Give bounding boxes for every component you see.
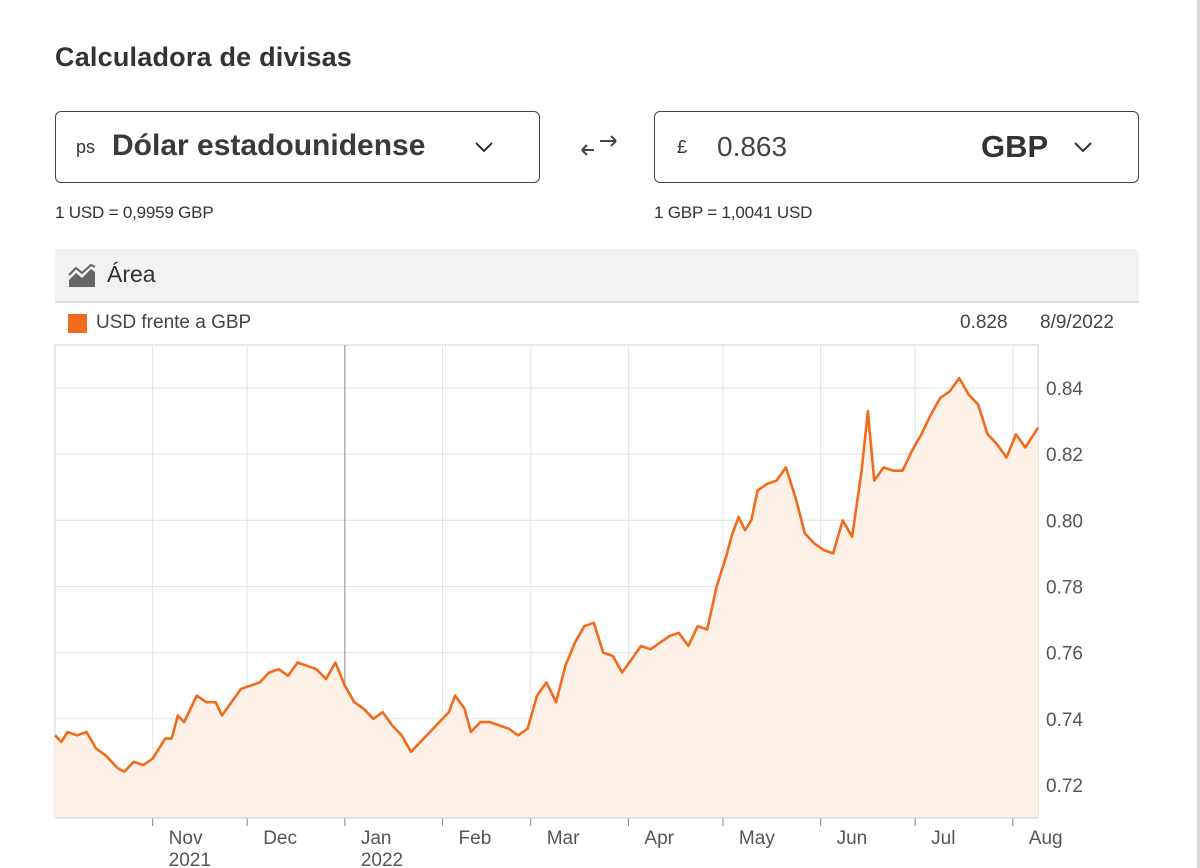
from-rate-note: 1 USD = 0,9959 GBP: [55, 203, 214, 222]
x-tick-label: Jun: [837, 828, 868, 849]
y-tick-label: 0.84: [1046, 379, 1083, 400]
from-currency-symbol: ps: [76, 137, 96, 157]
to-rate-note: 1 GBP = 1,0041 USD: [654, 203, 813, 222]
x-tick-label: Jul: [931, 828, 955, 849]
x-tick-sublabel: 2021: [169, 850, 211, 868]
legend-label: USD frente a GBP: [96, 312, 252, 333]
area-chart-icon: [68, 263, 96, 287]
x-tick-label: Dec: [263, 828, 297, 849]
swap-arrows-icon[interactable]: [572, 128, 622, 164]
x-tick-label: Aug: [1029, 828, 1063, 849]
chart-area-layer: [54, 376, 1040, 818]
page-edge: [1197, 0, 1200, 868]
y-tick-label: 0.72: [1046, 776, 1083, 797]
to-currency-symbol: £: [677, 137, 688, 157]
page-title: Calculadora de divisas: [55, 42, 353, 72]
x-tick-label: Jan: [361, 828, 392, 849]
chevron-down-icon[interactable]: [1072, 136, 1094, 158]
x-tick-sublabel: 2022: [361, 850, 403, 868]
y-tick-label: 0.74: [1046, 710, 1083, 731]
from-currency-select[interactable]: ps Dólar estadounidense: [55, 111, 540, 183]
legend-value: 0.828: [960, 312, 1008, 333]
from-currency-name: Dólar estadounidense: [112, 129, 426, 162]
chart-type-selector[interactable]: Área: [55, 249, 1139, 303]
x-tick-label: Apr: [644, 828, 674, 849]
x-tick-label: Mar: [547, 828, 580, 849]
x-tick-label: May: [739, 828, 775, 849]
y-tick-label: 0.82: [1046, 445, 1083, 466]
to-currency-select[interactable]: £ GBP: [654, 111, 1139, 183]
y-tick-label: 0.78: [1046, 577, 1083, 598]
amount-input[interactable]: [717, 128, 917, 166]
x-tick-label: Feb: [459, 828, 492, 849]
legend-date: 8/9/2022: [1040, 312, 1114, 333]
y-tick-label: 0.76: [1046, 644, 1083, 665]
to-currency-code: GBP: [981, 129, 1049, 164]
chevron-down-icon[interactable]: [473, 136, 495, 158]
x-tick-label: Nov: [169, 828, 203, 849]
y-tick-label: 0.80: [1046, 511, 1083, 532]
legend-swatch: [68, 314, 87, 333]
series-line: [54, 376, 1040, 773]
chart-type-label: Área: [107, 261, 156, 287]
